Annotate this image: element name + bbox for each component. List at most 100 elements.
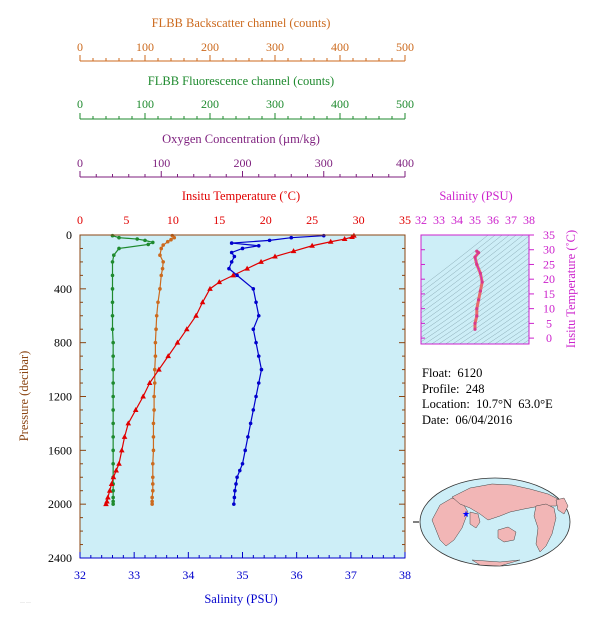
temperature-point <box>165 353 172 359</box>
ts-temperature-tick-label: 35 <box>543 228 555 242</box>
temperature-point <box>113 467 120 473</box>
salinity-point <box>248 421 253 426</box>
salinity-point <box>289 235 294 240</box>
salinity-point <box>256 243 261 248</box>
salinity-tick-label: 36 <box>291 568 303 582</box>
pressure-tick-label: 2000 <box>48 497 72 511</box>
salinity-point <box>229 260 234 264</box>
salinity-point <box>234 482 238 486</box>
fluorescence-tick-label: 500 <box>396 97 414 111</box>
backscatter-point <box>165 239 170 244</box>
profile-date: Date: 06/04/2016 <box>422 412 513 427</box>
fluorescence-tick-label: 100 <box>136 97 154 111</box>
salinity-point <box>240 246 245 251</box>
temperature-point <box>116 460 122 466</box>
world-map: ★ <box>413 477 571 567</box>
pressure-axis-title: Pressure (decibar) <box>17 351 31 442</box>
backscatter-point <box>159 273 164 278</box>
temperature-tick-label: 0 <box>77 213 83 227</box>
float-info-block: Float: 6120 Profile: 248 Location: 10.7°… <box>422 366 553 428</box>
backscatter-point <box>154 313 159 318</box>
pressure-axis: 0 400 800 1200 1600 2000 2400 <box>48 228 405 565</box>
temperature-axis-title: Insitu Temperature (˚C) <box>182 189 300 203</box>
pressure-tick-label: 0 <box>66 228 72 242</box>
salinity-point <box>227 266 231 271</box>
fluorescence-point <box>111 381 115 385</box>
backscatter-axis-title: FLBB Backscatter channel (counts) <box>152 16 331 30</box>
backscatter-point <box>153 340 158 345</box>
oxygen-tick-label: 300 <box>315 156 333 170</box>
temperature-point <box>146 380 153 386</box>
ts-point <box>473 327 477 331</box>
fluorescence-point <box>135 237 139 241</box>
ts-temperature-tick-label: 10 <box>543 302 555 316</box>
backscatter-point <box>150 499 154 504</box>
ts-point <box>475 314 479 318</box>
temperature-point <box>207 285 213 291</box>
salinity-point <box>229 250 234 255</box>
temperature-point <box>230 272 237 278</box>
ts-point <box>473 321 477 325</box>
ts-point <box>475 307 479 311</box>
temperature-tick-label: 10 <box>167 213 179 227</box>
fluorescence-point <box>111 340 115 345</box>
pressure-tick-label: 400 <box>54 282 72 296</box>
salinity-point <box>251 408 256 412</box>
salinity-point <box>256 313 261 318</box>
temperature-tick-label: 15 <box>213 213 225 227</box>
fluorescence-point <box>117 235 121 240</box>
temperature-point <box>108 480 115 486</box>
salinity-point <box>232 502 236 506</box>
fluorescence-tick-label: 400 <box>331 97 349 111</box>
backscatter-point <box>151 488 155 493</box>
backscatter-point <box>169 237 173 242</box>
salinity-point <box>235 273 239 278</box>
backscatter-axis: FLBB Backscatter channel (counts) 0 100 20… <box>77 16 414 62</box>
fluorescence-point <box>146 242 151 247</box>
fluorescence-point <box>111 495 115 500</box>
salinity-point <box>321 233 326 238</box>
float-id: Float: 6120 <box>422 366 483 380</box>
backscatter-point <box>151 421 156 426</box>
salinity-point <box>246 435 250 439</box>
oxygen-tick-label: 0 <box>77 156 83 170</box>
backscatter-point <box>154 327 158 332</box>
salinity-point <box>256 354 261 358</box>
salinity-tick-label: 35 <box>237 568 249 582</box>
salinity-point <box>254 394 258 399</box>
temperature-point <box>121 433 128 439</box>
fluorescence-tick-label: 0 <box>77 97 83 111</box>
pressure-tick-label: 1200 <box>48 390 72 404</box>
backscatter-point <box>152 367 157 372</box>
ts-point <box>477 251 481 255</box>
salinity-point <box>232 254 237 259</box>
backscatter-point <box>158 287 162 291</box>
fluorescence-point <box>111 448 115 453</box>
oxygen-axis: Oxygen Concentration (µm/kg) 0 100 200 300 4… <box>77 132 414 178</box>
ts-temperature-tick-label: 0 <box>546 331 552 345</box>
ts-temperature-tick-label: 25 <box>543 257 555 271</box>
fluorescence-point <box>110 327 115 332</box>
ts-point <box>480 280 484 284</box>
temperature-point <box>106 487 113 493</box>
fluorescence-tick-label: 300 <box>266 97 284 111</box>
salinity-point <box>243 448 248 453</box>
backscatter-tick-label: 100 <box>136 40 154 54</box>
ts-salinity-tick-label: 34 <box>451 213 463 227</box>
temperature-tick-label: 20 <box>260 213 272 227</box>
salinity-axis-title: Salinity (PSU) <box>204 592 277 606</box>
temperature-point <box>327 238 334 244</box>
temperature-point <box>118 447 125 453</box>
ts-temperature-tick-label: 15 <box>543 287 555 301</box>
backscatter-point <box>156 300 160 305</box>
fluorescence-axis-title: FLBB Fluorescence channel (counts) <box>148 74 334 88</box>
backscatter-tick-label: 500 <box>396 40 414 54</box>
temperature-axis: Insitu Temperature (˚C) 0 5 10 15 20 25 30 35 <box>77 189 411 241</box>
footer-credit-mark: ····· ····· <box>20 601 31 605</box>
fluorescence-point <box>110 300 115 305</box>
salinity-axis: Salinity (PSU) 32 33 34 35 36 37 38 <box>74 552 411 606</box>
backscatter-point <box>150 495 154 500</box>
temperature-point <box>349 234 355 240</box>
backscatter-point <box>150 502 154 506</box>
